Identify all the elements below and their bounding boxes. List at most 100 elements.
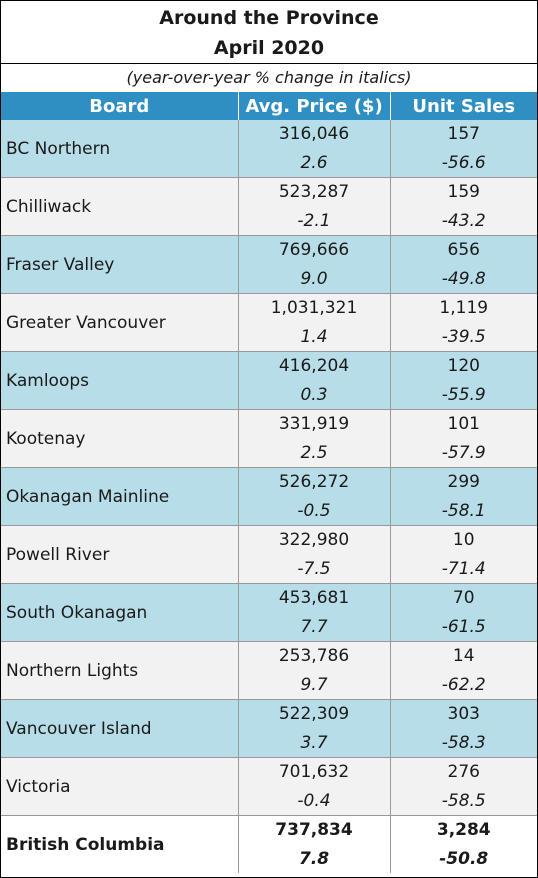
avg-price-yoy-change: -0.4 <box>297 791 331 811</box>
unit-sales: 276 -58.5 <box>389 757 537 816</box>
avg-price: 523,287 -2.1 <box>237 177 390 236</box>
avg-price: 322,980 -7.5 <box>237 525 390 584</box>
table-row: Northern Lights 253,786 9.7 14 -62.2 <box>1 641 537 700</box>
board-name: South Okanagan <box>1 583 238 642</box>
unit-sales: 159 -43.2 <box>389 177 537 236</box>
title-box: Around the Province April 2020 <box>1 1 537 64</box>
avg-price-yoy-change: 9.0 <box>300 269 328 289</box>
avg-price-value: 1,031,321 <box>270 298 358 318</box>
unit-sales-value: 1,119 <box>439 298 489 318</box>
avg-price-yoy-change: -0.5 <box>297 501 331 521</box>
unit-sales-value: 303 <box>447 704 480 724</box>
unit-sales-value: 70 <box>452 588 475 608</box>
unit-sales-yoy-change: -62.2 <box>441 675 486 695</box>
sales-table: Board Avg. Price ($) Unit Sales BC North… <box>1 92 537 873</box>
table-row: Powell River 322,980 -7.5 10 -71.4 <box>1 525 537 584</box>
avg-price-yoy-change: -7.5 <box>297 559 331 579</box>
unit-sales-value: 159 <box>447 182 480 202</box>
unit-sales: 3,284 -50.8 <box>389 815 537 873</box>
board-name: BC Northern <box>1 120 238 178</box>
unit-sales-value: 276 <box>447 762 480 782</box>
board-name: Victoria <box>1 757 238 816</box>
table-row: South Okanagan 453,681 7.7 70 -61.5 <box>1 583 537 642</box>
unit-sales: 1,119 -39.5 <box>389 293 537 352</box>
unit-sales-value: 656 <box>447 240 480 260</box>
avg-price: 253,786 9.7 <box>237 641 390 700</box>
board-name: British Columbia <box>1 815 238 873</box>
total-row: British Columbia 737,834 7.8 3,284 -50.8 <box>1 815 537 873</box>
table-row: BC Northern 316,046 2.6 157 -56.6 <box>1 120 537 178</box>
unit-sales-yoy-change: -57.9 <box>441 443 486 463</box>
board-name: Okanagan Mainline <box>1 467 238 526</box>
board-name: Kamloops <box>1 351 238 410</box>
unit-sales-value: 299 <box>447 472 480 492</box>
table-title: Around the Province <box>159 7 379 29</box>
unit-sales-value: 101 <box>447 414 480 434</box>
table-body: BC Northern 316,046 2.6 157 -56.6 Chilliwack 5… <box>1 120 537 873</box>
avg-price: 701,632 -0.4 <box>237 757 390 816</box>
unit-sales-yoy-change: -39.5 <box>441 327 486 347</box>
unit-sales-yoy-change: -50.8 <box>439 849 489 869</box>
column-header-unit-sales: Unit Sales <box>389 92 537 120</box>
board-name: Fraser Valley <box>1 235 238 294</box>
unit-sales-yoy-change: -71.4 <box>441 559 486 579</box>
avg-price-value: 253,786 <box>278 646 350 666</box>
unit-sales-yoy-change: -58.3 <box>441 733 486 753</box>
unit-sales: 120 -55.9 <box>389 351 537 410</box>
avg-price-yoy-change: -2.1 <box>297 211 331 231</box>
column-header-avg-price: Avg. Price ($) <box>237 92 390 120</box>
avg-price-value: 416,204 <box>278 356 350 376</box>
table-row: Victoria 701,632 -0.4 276 -58.5 <box>1 757 537 816</box>
unit-sales-yoy-change: -56.6 <box>441 153 486 173</box>
avg-price-value: 331,919 <box>278 414 350 434</box>
avg-price-value: 523,287 <box>278 182 350 202</box>
board-name: Powell River <box>1 525 238 584</box>
avg-price-value: 453,681 <box>278 588 350 608</box>
avg-price-yoy-change: 9.7 <box>300 675 328 695</box>
table-header-row: Board Avg. Price ($) Unit Sales <box>1 92 537 120</box>
avg-price-value: 769,666 <box>278 240 350 260</box>
avg-price-yoy-change: 7.8 <box>298 849 330 869</box>
table-row: Kamloops 416,204 0.3 120 -55.9 <box>1 351 537 410</box>
avg-price-value: 701,632 <box>278 762 350 782</box>
avg-price-yoy-change: 7.7 <box>300 617 328 637</box>
avg-price-value: 737,834 <box>275 820 353 840</box>
avg-price-yoy-change: 0.3 <box>300 385 328 405</box>
avg-price-yoy-change: 3.7 <box>300 733 328 753</box>
column-header-board: Board <box>1 92 238 120</box>
unit-sales-yoy-change: -61.5 <box>441 617 486 637</box>
unit-sales-value: 157 <box>447 124 480 144</box>
avg-price: 526,272 -0.5 <box>237 467 390 526</box>
table-subtitle: (year-over-year % change in italics) <box>126 68 412 87</box>
unit-sales: 14 -62.2 <box>389 641 537 700</box>
unit-sales-yoy-change: -58.1 <box>441 501 486 521</box>
avg-price-yoy-change: 1.4 <box>300 327 328 347</box>
unit-sales-yoy-change: -49.8 <box>441 269 486 289</box>
board-name: Chilliwack <box>1 177 238 236</box>
unit-sales-value: 120 <box>447 356 480 376</box>
avg-price-value: 526,272 <box>278 472 350 492</box>
avg-price-value: 522,309 <box>278 704 350 724</box>
avg-price: 453,681 7.7 <box>237 583 390 642</box>
table-row: Greater Vancouver 1,031,321 1.4 1,119 -39.5 <box>1 293 537 352</box>
avg-price: 416,204 0.3 <box>237 351 390 410</box>
unit-sales-value: 3,284 <box>436 820 491 840</box>
avg-price-yoy-change: 2.6 <box>300 153 328 173</box>
avg-price: 331,919 2.5 <box>237 409 390 468</box>
unit-sales: 303 -58.3 <box>389 699 537 758</box>
avg-price: 522,309 3.7 <box>237 699 390 758</box>
unit-sales: 10 -71.4 <box>389 525 537 584</box>
board-name: Kootenay <box>1 409 238 468</box>
avg-price: 1,031,321 1.4 <box>237 293 390 352</box>
unit-sales: 70 -61.5 <box>389 583 537 642</box>
avg-price: 316,046 2.6 <box>237 120 390 178</box>
table-date: April 2020 <box>213 37 325 59</box>
table-row: Vancouver Island 522,309 3.7 303 -58.3 <box>1 699 537 758</box>
avg-price-value: 316,046 <box>278 124 350 144</box>
table-row: Chilliwack 523,287 -2.1 159 -43.2 <box>1 177 537 236</box>
avg-price: 769,666 9.0 <box>237 235 390 294</box>
unit-sales-yoy-change: -55.9 <box>441 385 486 405</box>
unit-sales-value: 10 <box>452 530 475 550</box>
unit-sales: 157 -56.6 <box>389 120 537 178</box>
